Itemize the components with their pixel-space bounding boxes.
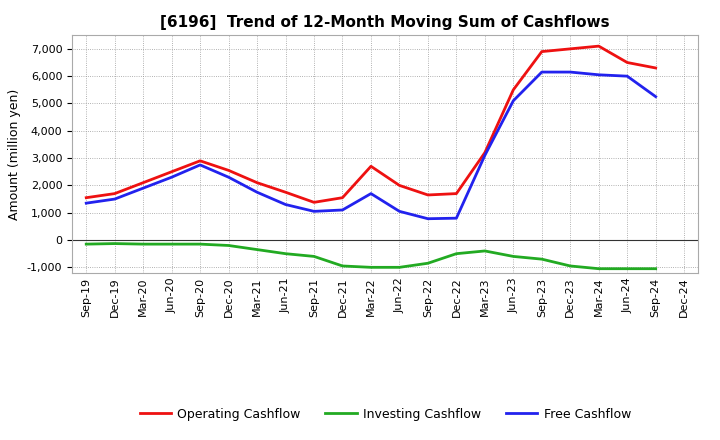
Operating Cashflow (423, 192, 432, 198)
Investing Cashflow (480, 248, 489, 253)
Free Cashflow (82, 201, 91, 206)
Investing Cashflow (310, 254, 318, 259)
Free Cashflow (253, 190, 261, 195)
Free Cashflow (366, 191, 375, 196)
Investing Cashflow (595, 266, 603, 271)
Investing Cashflow (537, 257, 546, 262)
Operating Cashflow (480, 150, 489, 155)
Investing Cashflow (225, 243, 233, 248)
Free Cashflow (225, 175, 233, 180)
Free Cashflow (310, 209, 318, 214)
Investing Cashflow (509, 254, 518, 259)
Operating Cashflow (509, 87, 518, 92)
Free Cashflow (110, 196, 119, 202)
Investing Cashflow (196, 242, 204, 247)
Title: [6196]  Trend of 12-Month Moving Sum of Cashflows: [6196] Trend of 12-Month Moving Sum of C… (161, 15, 610, 30)
Line: Operating Cashflow: Operating Cashflow (86, 46, 656, 202)
Free Cashflow (623, 73, 631, 79)
Investing Cashflow (167, 242, 176, 247)
Investing Cashflow (423, 260, 432, 266)
Free Cashflow (282, 202, 290, 207)
Free Cashflow (566, 70, 575, 75)
Operating Cashflow (282, 190, 290, 195)
Investing Cashflow (623, 266, 631, 271)
Operating Cashflow (139, 180, 148, 185)
Investing Cashflow (253, 247, 261, 252)
Operating Cashflow (225, 168, 233, 173)
Operating Cashflow (310, 200, 318, 205)
Operating Cashflow (652, 65, 660, 70)
Operating Cashflow (395, 183, 404, 188)
Free Cashflow (537, 70, 546, 75)
Operating Cashflow (167, 169, 176, 174)
Operating Cashflow (196, 158, 204, 164)
Legend: Operating Cashflow, Investing Cashflow, Free Cashflow: Operating Cashflow, Investing Cashflow, … (135, 403, 636, 425)
Operating Cashflow (253, 180, 261, 185)
Investing Cashflow (395, 265, 404, 270)
Free Cashflow (338, 207, 347, 213)
Free Cashflow (595, 72, 603, 77)
Investing Cashflow (366, 265, 375, 270)
Free Cashflow (395, 209, 404, 214)
Operating Cashflow (82, 195, 91, 200)
Free Cashflow (452, 216, 461, 221)
Operating Cashflow (566, 46, 575, 51)
Free Cashflow (167, 175, 176, 180)
Operating Cashflow (110, 191, 119, 196)
Line: Free Cashflow: Free Cashflow (86, 72, 656, 219)
Operating Cashflow (623, 60, 631, 65)
Operating Cashflow (595, 44, 603, 49)
Line: Investing Cashflow: Investing Cashflow (86, 244, 656, 269)
Operating Cashflow (452, 191, 461, 196)
Operating Cashflow (366, 164, 375, 169)
Operating Cashflow (537, 49, 546, 54)
Investing Cashflow (282, 251, 290, 257)
Operating Cashflow (338, 195, 347, 200)
Free Cashflow (196, 162, 204, 168)
Investing Cashflow (110, 241, 119, 246)
Free Cashflow (423, 216, 432, 221)
Investing Cashflow (452, 251, 461, 257)
Y-axis label: Amount (million yen): Amount (million yen) (8, 88, 21, 220)
Free Cashflow (509, 98, 518, 103)
Investing Cashflow (82, 242, 91, 247)
Investing Cashflow (338, 263, 347, 268)
Free Cashflow (139, 186, 148, 191)
Free Cashflow (480, 153, 489, 158)
Free Cashflow (652, 94, 660, 99)
Investing Cashflow (566, 263, 575, 268)
Investing Cashflow (139, 242, 148, 247)
Investing Cashflow (652, 266, 660, 271)
